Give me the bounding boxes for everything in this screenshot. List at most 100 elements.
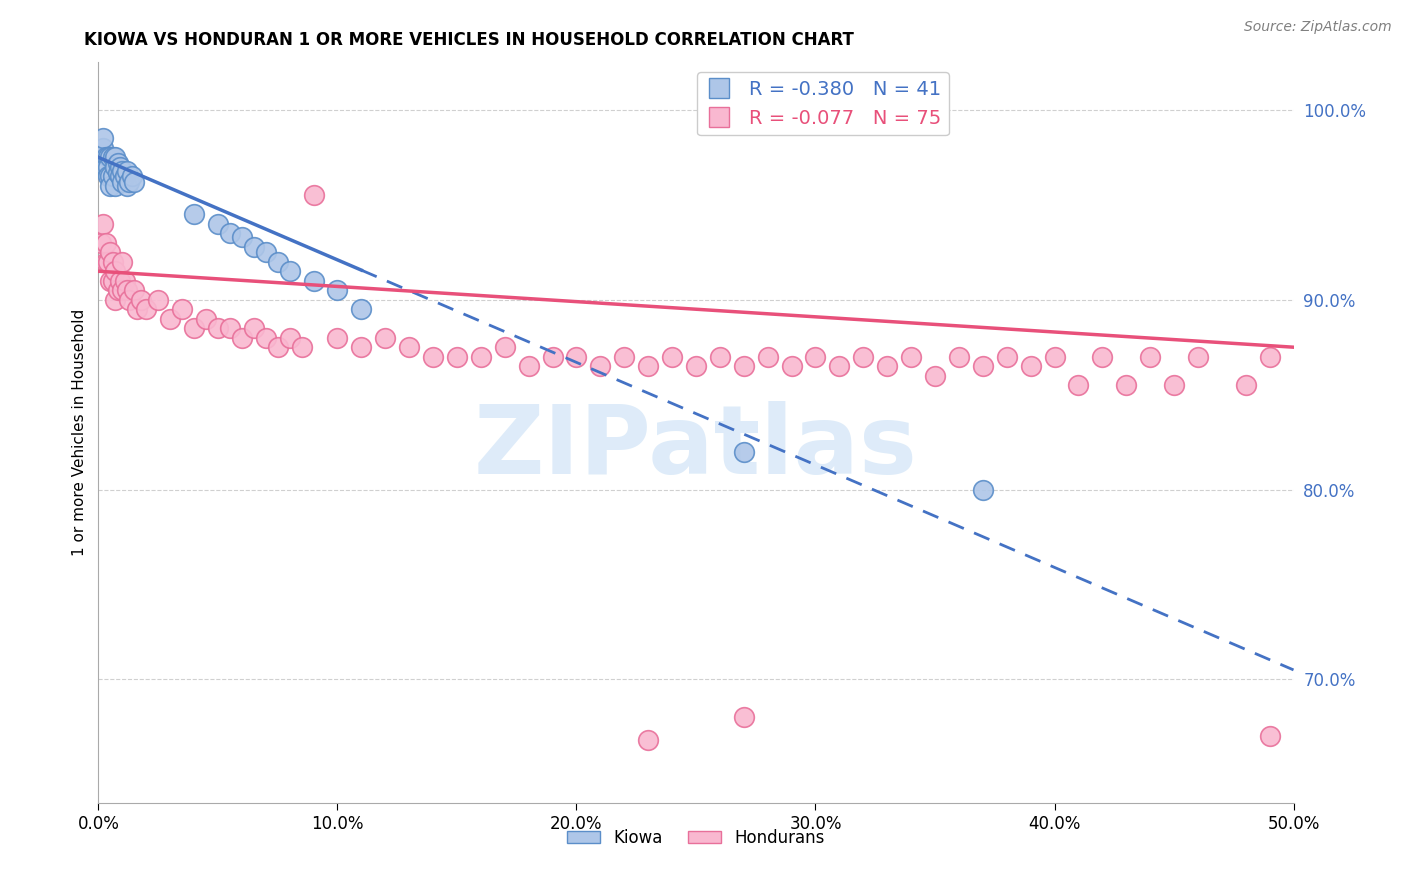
Point: [97, 150, 120, 164]
Point: [172, 302, 194, 317]
Point: [1163, 378, 1185, 392]
Point: [207, 321, 229, 335]
Text: KIOWA VS HONDURAN 1 OR MORE VEHICLES IN HOUSEHOLD CORRELATION CHART: KIOWA VS HONDURAN 1 OR MORE VEHICLES IN …: [84, 31, 855, 49]
Point: [104, 178, 127, 193]
Point: [326, 283, 349, 297]
Point: [131, 293, 153, 307]
Point: [121, 169, 143, 184]
Point: [108, 160, 131, 174]
Point: [422, 350, 444, 364]
Point: [350, 302, 373, 317]
Point: [254, 331, 277, 345]
Point: [1067, 378, 1090, 392]
Point: [94, 254, 117, 268]
Point: [972, 359, 994, 374]
Point: [876, 359, 898, 374]
Point: [219, 321, 242, 335]
Text: ZIPatlas: ZIPatlas: [474, 401, 918, 494]
Point: [94, 160, 117, 174]
Point: [148, 293, 170, 307]
Point: [1019, 359, 1042, 374]
Point: [101, 254, 124, 268]
Point: [98, 274, 122, 288]
Point: [302, 188, 325, 202]
Point: [90, 235, 112, 250]
Point: [589, 359, 612, 374]
Point: [125, 302, 148, 317]
Point: [517, 359, 540, 374]
Point: [924, 368, 946, 383]
Point: [111, 175, 134, 189]
Y-axis label: 1 or more Vehicles in Household: 1 or more Vehicles in Household: [72, 309, 87, 557]
Point: [565, 350, 588, 364]
Point: [104, 293, 127, 307]
Point: [104, 160, 127, 174]
Point: [852, 350, 875, 364]
Point: [637, 359, 659, 374]
Point: [1258, 350, 1281, 364]
Point: [108, 274, 131, 288]
Point: [98, 178, 122, 193]
Point: [661, 350, 683, 364]
Point: [91, 217, 114, 231]
Point: [104, 264, 127, 278]
Point: [115, 178, 138, 193]
Point: [302, 274, 325, 288]
Point: [446, 350, 468, 364]
Point: [291, 340, 314, 354]
Point: [97, 169, 120, 184]
Point: [374, 331, 396, 345]
Point: [159, 311, 181, 326]
Point: [780, 359, 803, 374]
Point: [90, 150, 112, 164]
Text: Source: ZipAtlas.com: Source: ZipAtlas.com: [1244, 20, 1392, 34]
Point: [219, 227, 242, 241]
Point: [254, 245, 277, 260]
Point: [118, 175, 141, 189]
Point: [183, 207, 205, 221]
Point: [1043, 350, 1066, 364]
Point: [709, 350, 731, 364]
Point: [115, 163, 138, 178]
Point: [995, 350, 1018, 364]
Point: [101, 150, 124, 164]
Point: [98, 150, 122, 164]
Point: [107, 165, 129, 179]
Point: [111, 254, 134, 268]
Point: [107, 156, 129, 170]
Point: [350, 340, 373, 354]
Point: [98, 169, 122, 184]
Point: [101, 169, 124, 184]
Point: [243, 321, 266, 335]
Point: [685, 359, 707, 374]
Point: [98, 245, 122, 260]
Point: [756, 350, 779, 364]
Point: [613, 350, 636, 364]
Point: [267, 340, 290, 354]
Point: [326, 331, 349, 345]
Point: [114, 169, 136, 184]
Point: [828, 359, 851, 374]
Point: [804, 350, 827, 364]
Point: [948, 350, 970, 364]
Point: [1139, 350, 1161, 364]
Point: [195, 311, 218, 326]
Point: [278, 264, 301, 278]
Point: [1115, 378, 1137, 392]
Point: [91, 131, 114, 145]
Point: [94, 235, 117, 250]
Point: [183, 321, 205, 335]
Point: [91, 141, 114, 155]
Point: [398, 340, 420, 354]
Point: [1187, 350, 1209, 364]
Point: [470, 350, 492, 364]
Point: [94, 150, 117, 164]
Point: [111, 283, 134, 297]
Point: [124, 175, 146, 189]
Point: [541, 350, 564, 364]
Point: [115, 283, 138, 297]
Point: [97, 254, 120, 268]
Point: [972, 483, 994, 497]
Point: [114, 274, 136, 288]
Point: [1258, 730, 1281, 744]
